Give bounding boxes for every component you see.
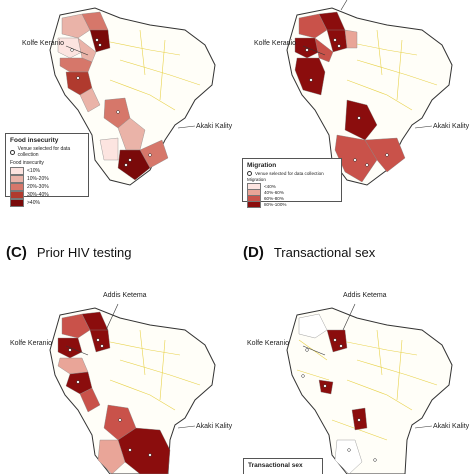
panel-title: Prior HIV testing (36, 245, 132, 260)
legend-class: 20%-30% (10, 183, 84, 191)
legend-class: >40% (10, 199, 84, 207)
legend-class: <10% (10, 167, 84, 175)
transactional-sex-map (286, 303, 453, 474)
legend-class-label: 30%-40% (27, 192, 49, 198)
legend-title: Food insecurity (10, 137, 59, 144)
label-kolfe-keranio: Kolfe Keranio (254, 40, 297, 47)
label-kolfe-keranio: Kolfe Keranio (247, 340, 290, 347)
legend-food-insecurity: Food insecurity Venue selected for data … (5, 133, 89, 207)
migration-map (286, 0, 453, 186)
legend-migration: Migration Venue selected for data collec… (242, 158, 342, 208)
panel-heading-c: (C) Prior HIV testing (6, 244, 131, 261)
legend-class-label: 80%-100% (264, 201, 287, 207)
label-kolfe-keranio: Kolfe Keranio (10, 340, 53, 347)
prior-hiv-testing-map (49, 303, 216, 474)
legend-class-label: >40% (27, 200, 40, 206)
label-akaki-kality: Akaki Kality (433, 423, 470, 430)
legend-venue-label: Venue selected for data collection (255, 171, 324, 176)
legend-class-label: 40%-60% (264, 189, 284, 195)
map-panel-food-insecurity: Kolfe Keranio Akaki Kality Food insecuri… (0, 0, 237, 207)
legend-class-label: <40% (264, 183, 276, 189)
panel-heading-d: (D) Transactional sex (243, 244, 375, 261)
legend-class: 30%-40% (10, 191, 84, 199)
city-boundary (286, 307, 453, 474)
label-akaki-kality: Akaki Kality (196, 423, 233, 430)
legend-class: 10%-20% (10, 175, 84, 183)
food-insecurity-map (49, 7, 216, 186)
legend-title: Transactional sex (248, 462, 303, 469)
legend-venue-row: Venue selected for data collection (10, 146, 84, 158)
map-panel-prior-hiv-testing: Addis Ketema Kolfe Keranio Akaki Kality (0, 290, 237, 474)
legend-scale-title: Food insecurity (10, 160, 44, 166)
label-akaki-kality: Akaki Kality (433, 123, 470, 130)
panel-title: Transactional sex (273, 245, 376, 260)
map-panel-transactional-sex: Addis Ketema Kolfe Keranio Akaki Kality … (237, 290, 474, 474)
legend-transactional-sex: Transactional sex (243, 458, 323, 474)
legend-class-label: 20%-30% (27, 184, 49, 190)
panel-letter: (D) (243, 244, 264, 261)
legend-title: Migration (247, 162, 277, 169)
label-addis-ketema: Addis Ketema (343, 292, 387, 299)
venue-marker-icon (10, 149, 15, 155)
label-addis-ketema: Addis Ketema (103, 292, 147, 299)
legend-class: 80%-100% (247, 200, 337, 208)
venue-marker-icon (247, 171, 252, 176)
legend-class-label: <10% (27, 168, 40, 174)
city-boundary (49, 307, 216, 474)
legend-scale-title: Migration (247, 177, 266, 182)
legend-class-label: 60%-80% (264, 195, 284, 201)
legend-class-label: 10%-20% (27, 176, 49, 182)
panel-letter: (C) (6, 244, 27, 261)
label-akaki-kality: Akaki Kality (196, 123, 233, 130)
legend-venue-label: Venue selected for data collection (17, 146, 71, 158)
legend-venue-row: Venue selected for data collection (247, 171, 337, 176)
label-kolfe-keranio: Kolfe Keranio (22, 40, 65, 47)
map-panel-migration: Kolfe Keranio Akaki Kality Migration Ven… (237, 0, 474, 208)
